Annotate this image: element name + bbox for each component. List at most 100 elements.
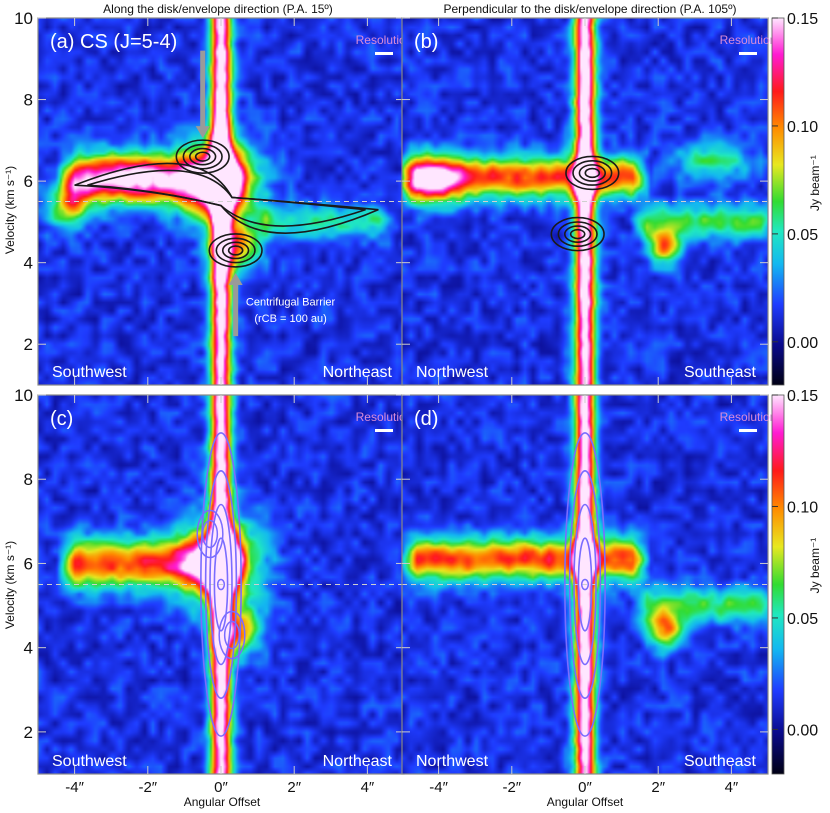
y-tick-label: 8 [24, 91, 33, 110]
resolution-label: Resolution [356, 410, 413, 424]
contour-line [565, 155, 620, 191]
contour-line [196, 509, 224, 559]
barrier-annotation-line2: (rCB = 100 au) [254, 313, 326, 325]
panel-label: (c) [50, 408, 73, 430]
contour-line [204, 469, 238, 699]
colorbar-label: Jy beam⁻¹ [808, 538, 822, 594]
x-tick-label: 2″ [651, 779, 665, 796]
colorbar-tick-label: 0.10 [787, 119, 818, 136]
tick-labels: 2 4 6 8 10 2 4 6 8 10 -4″ -2″ 0″ 2″ 4″ -4″ -2″ 0″ 2″ 4″ [14, 9, 739, 796]
contour-line [564, 432, 606, 737]
contour-line [208, 233, 263, 268]
colorbar-gradient [771, 394, 785, 775]
direction-label-left: Southwest [52, 753, 127, 770]
resolution-bar [739, 429, 757, 432]
direction-label-left: Northwest [416, 753, 489, 770]
x-tick-label: -2″ [138, 779, 157, 796]
title-left: Along the disk/envelope direction (P.A. … [103, 2, 333, 16]
x-tick-label: 2″ [287, 779, 301, 796]
contour-line [569, 228, 586, 240]
colorbar-label: Jy beam⁻¹ [808, 155, 822, 211]
resolution-bar [739, 52, 757, 55]
direction-label-left: Southwest [52, 364, 127, 381]
direction-label-right: Southeast [684, 364, 757, 381]
contour-line [572, 160, 613, 186]
x-tick-label: -4″ [429, 779, 448, 796]
y-tick-label: 6 [24, 554, 33, 573]
contour-line [568, 469, 602, 699]
resolution-bar [375, 52, 393, 55]
contour-line [182, 143, 223, 170]
colorbar-tick-label: 0.15 [787, 388, 818, 405]
colorbar-tick-label: 0.05 [787, 611, 818, 628]
resolution-label: Resolution [720, 33, 777, 47]
colorbar-gradient [771, 17, 785, 386]
x-tick-label: 0″ [214, 779, 228, 796]
y-tick-label: 4 [24, 639, 33, 658]
colorbar-tick-label: 0.05 [787, 227, 818, 244]
barrier-annotation-line1: Centrifugal Barrier [246, 296, 336, 308]
colorbar-tick-label: 0.10 [787, 499, 818, 516]
y-tick-label: 8 [24, 470, 33, 489]
resolution-label: Resolution [720, 410, 777, 424]
colorbar-tick-label: 0.00 [787, 335, 818, 352]
y-tick-label: 6 [24, 172, 33, 191]
colorbar-top: 0.00 0.05 0.10 0.15 Jy beam⁻¹ [771, 11, 822, 386]
y-axis-label-bottom: Velocity (km s⁻¹) [3, 541, 17, 629]
contour-line [194, 151, 211, 162]
x-axis-label-right: Angular Offset [547, 795, 624, 809]
direction-label-right: Northeast [323, 753, 393, 770]
y-tick-label: 2 [24, 335, 33, 354]
y-tick-label: 4 [24, 254, 33, 273]
contour-line [227, 245, 244, 256]
contour-line [584, 167, 601, 179]
contour-line [209, 503, 233, 666]
colorbar-tick-label: 0.15 [787, 11, 818, 28]
resolution-label: Resolution [356, 33, 413, 47]
contour-line [223, 620, 241, 650]
x-tick-label: -4″ [65, 779, 84, 796]
contour-line [201, 519, 219, 549]
direction-label-right: Northeast [323, 364, 393, 381]
contour-line [175, 139, 230, 174]
contour-line [578, 164, 607, 182]
contour-line [218, 610, 246, 660]
panel-c: (c) Resolution Southwest Northeast [37, 394, 413, 775]
resolution-bar [375, 429, 393, 432]
y-tick-label: 2 [24, 723, 33, 742]
contour-line [213, 537, 229, 632]
contour-line [563, 225, 592, 243]
direction-label-right: Southeast [684, 753, 757, 770]
contour-line [573, 503, 597, 666]
x-axis-label-left: Angular Offset [184, 795, 261, 809]
panel-b: (b) Resolution Northwest Southeast [401, 17, 777, 386]
contour-line [87, 169, 366, 227]
panel-a: (a) CS (J=5-4) Resolution Southwest Northea… [37, 17, 413, 386]
panel-label: (d) [414, 408, 438, 430]
y-tick-label: 10 [14, 9, 33, 28]
direction-label-left: Northwest [416, 364, 489, 381]
contour-line [577, 537, 593, 632]
contour-line [189, 147, 217, 166]
contour-line [221, 241, 250, 260]
y-tick-label: 10 [14, 386, 33, 405]
contour-line [550, 216, 605, 252]
x-tick-label: 4″ [725, 779, 739, 796]
panel-label: (b) [414, 31, 438, 53]
x-tick-label: -2″ [502, 779, 521, 796]
contour-line [200, 432, 242, 737]
contour-line [557, 221, 598, 248]
panel-d: (d) Resolution Northwest Southeast [401, 394, 777, 775]
colorbar-bottom: 0.00 0.05 0.10 0.15 Jy beam⁻¹ [771, 388, 822, 775]
arrow-head [195, 126, 210, 139]
contour-line [215, 237, 256, 264]
contour-line [580, 578, 590, 591]
y-axis-label-top: Velocity (km s⁻¹) [3, 166, 17, 254]
colorbar-tick-label: 0.00 [787, 722, 818, 739]
x-tick-label: 4″ [361, 779, 375, 796]
panel-label: (a) CS (J=5-4) [50, 31, 177, 53]
arrow-head [228, 273, 243, 286]
contour-line [216, 578, 226, 591]
x-tick-label: 0″ [578, 779, 592, 796]
